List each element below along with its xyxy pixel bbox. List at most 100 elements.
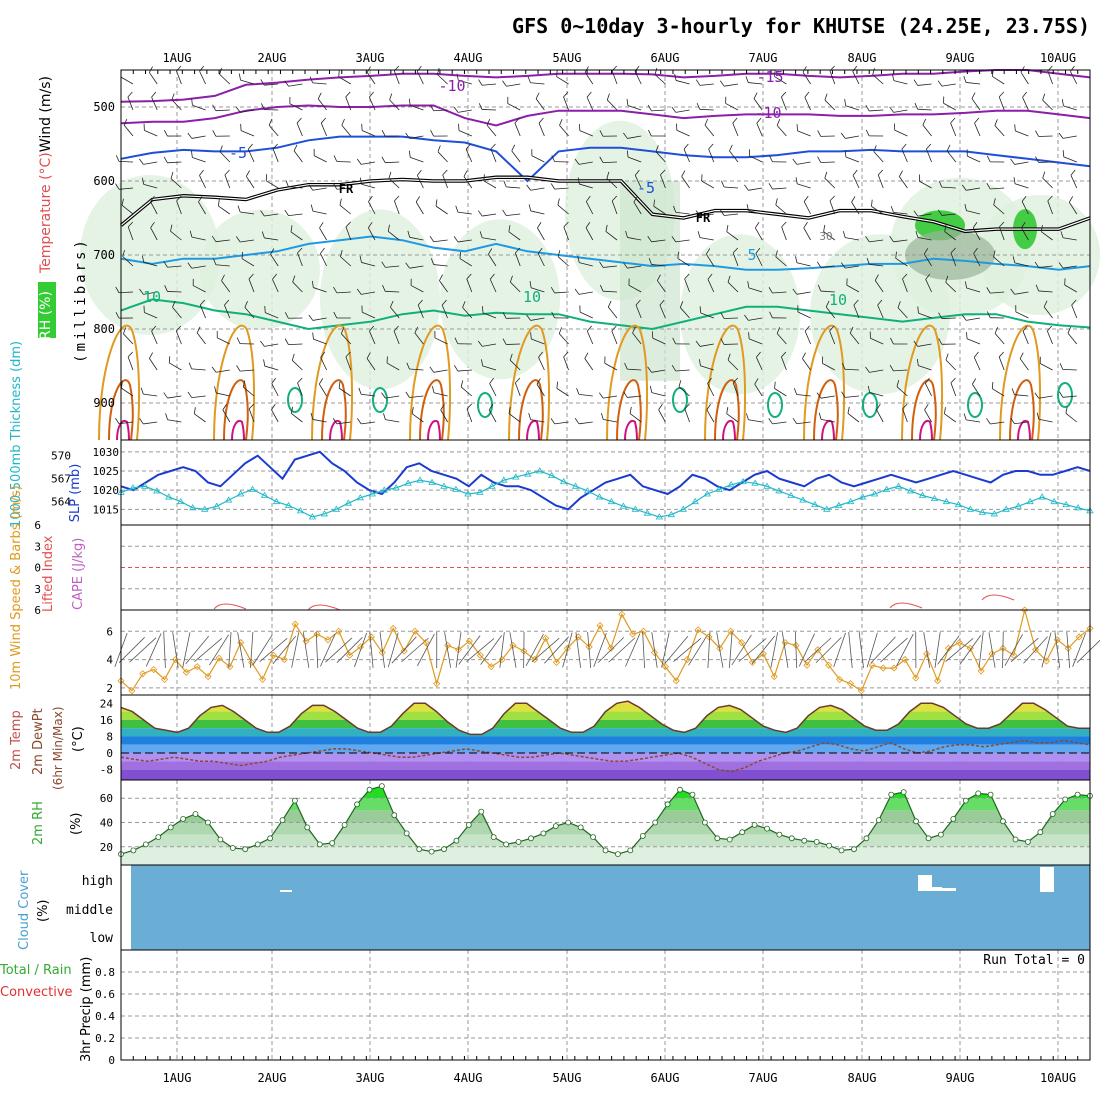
wind-barb-flag <box>1068 196 1074 203</box>
wind-barb-flag <box>455 205 459 213</box>
isotherm-hot-loop <box>526 420 540 441</box>
wind-barb-flag <box>236 365 241 372</box>
wind-barb-flag <box>726 407 729 414</box>
wind-barb-flag <box>802 352 806 359</box>
wind-barb-flag <box>508 406 511 414</box>
wind-barb-flag <box>115 183 120 190</box>
wind-barb <box>284 338 303 346</box>
wind-barb <box>290 406 303 423</box>
rh-marker <box>602 847 609 854</box>
wind-barb-staff <box>738 638 767 662</box>
isotherm-label: -15 <box>756 68 783 86</box>
wind-barb-flag <box>913 340 919 347</box>
wind-barb-10m <box>531 637 560 663</box>
wind-barb-flag <box>804 91 810 98</box>
wind-barb-10m <box>499 632 505 668</box>
wind-barb-staff <box>993 204 1005 215</box>
wind-barb <box>895 251 908 267</box>
wind-barb <box>415 196 424 215</box>
wind-barb <box>320 117 327 137</box>
wind-barb-flag <box>673 205 677 213</box>
wind-barb-flag <box>333 155 338 162</box>
wind-speed-marker <box>890 664 898 672</box>
wind-barb <box>1036 412 1053 423</box>
cloud-level-label: low <box>90 931 114 946</box>
wind-barb-10m <box>480 635 503 665</box>
wind-barb <box>769 155 787 163</box>
wind-barb-staff <box>293 150 303 163</box>
wind-barb-flag <box>1043 300 1048 308</box>
wind-barb <box>172 300 182 319</box>
wind-barb-staff <box>554 421 569 425</box>
wind-barb-staff <box>1043 306 1053 319</box>
wind-barb-flag <box>684 403 690 410</box>
wind-barb <box>1035 130 1053 137</box>
wind-barb <box>865 366 884 373</box>
wind-barb-flag <box>320 247 325 254</box>
wind-barb-flag <box>816 392 822 399</box>
thickness-marker <box>751 479 759 486</box>
wind-barb <box>889 364 908 372</box>
wind-barb-staff <box>998 96 1005 111</box>
wind-barb-flag <box>297 247 303 254</box>
thickness-marker <box>667 510 676 518</box>
wind-barb <box>849 326 860 345</box>
wind-barb <box>187 132 206 139</box>
wind-barb-staff <box>488 409 497 423</box>
rh-marker <box>739 829 746 836</box>
wind-barb-staff <box>416 175 424 189</box>
wind-barb-flag <box>629 406 632 414</box>
wind-barb-staff <box>361 161 376 165</box>
wind-barb-staff <box>660 174 666 189</box>
wind-barb-staff <box>627 368 642 371</box>
wind-barb-flag <box>889 364 894 372</box>
wind-barb <box>1058 132 1077 139</box>
wind-barb <box>585 195 594 215</box>
wind-barb-staff <box>678 386 690 397</box>
wind-barb-flag <box>844 99 847 106</box>
wind-barb-staff <box>387 632 399 668</box>
wind-barb <box>338 381 352 397</box>
wind-barb-flag <box>150 221 155 228</box>
wind-barb-flag <box>683 143 689 150</box>
wind-barb-flag <box>115 155 120 162</box>
wind-barb-10m <box>145 633 162 667</box>
thickness-marker <box>1026 497 1034 505</box>
wind-barb-staff <box>966 317 981 321</box>
wind-barb <box>296 117 303 137</box>
wind-barb-staff <box>974 122 981 137</box>
wind-barb-staff <box>248 278 255 293</box>
wind-barb-flag <box>366 352 371 359</box>
wind-speed-marker <box>618 610 626 618</box>
thickness-marker <box>583 487 592 494</box>
wind-barb-staff <box>658 409 666 423</box>
isotherm-hot-loop <box>919 420 933 441</box>
wind-barb-flag <box>345 351 351 358</box>
wind-barb-flag <box>490 143 496 150</box>
wind-barb-staff <box>707 632 711 668</box>
wind-barb-staff <box>354 632 367 668</box>
thickness-marker <box>691 497 699 505</box>
wind-barb <box>509 353 521 371</box>
wind-barb-staff <box>148 72 158 85</box>
wind-barb-staff <box>302 632 310 668</box>
wind-barb-staff <box>708 148 715 163</box>
isotherm-warm-loop <box>108 379 134 441</box>
wind-barb-flag <box>462 301 466 308</box>
wind-barb-flag <box>141 177 145 185</box>
wind-barb-staff <box>845 156 860 163</box>
wind-barb-flag <box>937 209 943 216</box>
wind-barb-staff <box>292 281 303 293</box>
wind-barb <box>797 305 811 319</box>
wind-barb-flag <box>308 314 314 321</box>
top-date-label: 5AUG <box>553 51 582 65</box>
thickness-marker <box>942 497 951 505</box>
wind-barb <box>168 356 182 371</box>
wind-barb <box>754 378 763 397</box>
wind-barb <box>626 150 642 163</box>
wind-barb <box>846 278 860 293</box>
wind-barb <box>768 418 787 425</box>
wind-barb <box>986 418 1005 425</box>
wind-barb-staff <box>579 311 593 319</box>
wind-barb-flag <box>417 299 423 306</box>
